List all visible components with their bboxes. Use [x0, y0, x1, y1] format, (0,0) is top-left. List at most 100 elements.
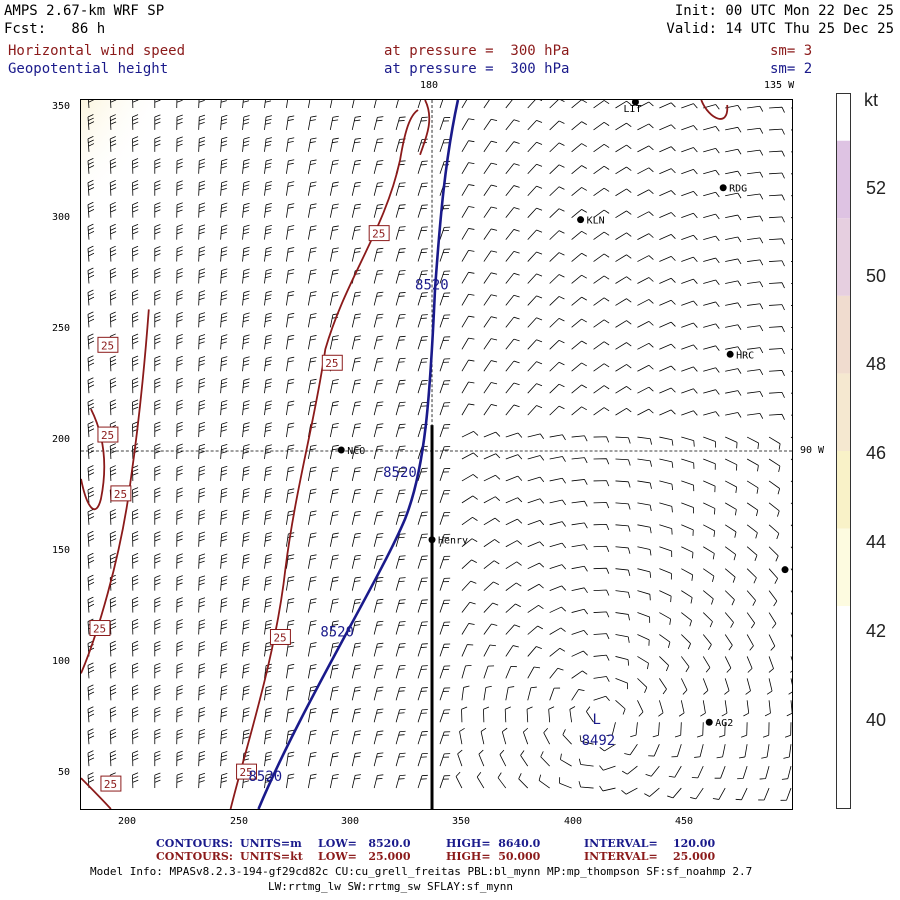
wind-barb	[132, 487, 139, 503]
wind-barb	[154, 619, 161, 635]
wind-barb	[571, 670, 588, 679]
wind-barb	[417, 752, 428, 767]
wind-barb	[747, 303, 764, 310]
wind-barb	[549, 361, 565, 372]
wind-barb	[769, 238, 785, 245]
wind-map: 25 25 25 25 25 25 25 25 25 8520 8520 852…	[80, 99, 793, 810]
wind-barb	[637, 233, 654, 240]
wind-barb	[518, 773, 529, 789]
wind-barb	[395, 401, 406, 416]
wind-barb	[768, 436, 781, 450]
wind-barb	[741, 722, 748, 738]
wind-barb	[725, 126, 742, 133]
wind-barb	[571, 209, 587, 218]
wind-barb	[483, 360, 498, 372]
wind-barb	[109, 640, 117, 657]
wind-barb	[220, 443, 228, 460]
wind-barb	[286, 444, 295, 460]
wind-barb	[198, 378, 206, 394]
wind-barb	[395, 752, 406, 767]
wind-barb	[220, 400, 228, 416]
wind-barb	[549, 606, 567, 613]
wind-barb	[176, 246, 183, 262]
wind-barb	[549, 318, 565, 328]
wind-barb	[351, 116, 362, 131]
wind-barb	[769, 150, 785, 157]
x-tick-400: 400	[564, 816, 583, 827]
wind-barb	[87, 421, 95, 438]
wind-barb	[637, 634, 650, 646]
wind-barb	[505, 454, 523, 460]
contours-m-low: LOW= 8520.0	[318, 837, 411, 850]
wind-barb	[242, 378, 250, 394]
wind-barb	[242, 224, 250, 240]
wind-barb	[659, 102, 676, 109]
field2-level: at pressure = 300 hPa	[384, 61, 570, 77]
wind-barb	[242, 466, 250, 481]
contours-kt-interval: INTERVAL= 25.000	[584, 850, 716, 863]
wind-barb	[264, 619, 272, 635]
wind-barb	[461, 206, 475, 218]
wind-barb	[220, 553, 228, 569]
wind-barb	[786, 700, 792, 717]
wind-barb	[652, 722, 660, 738]
height-label: 8520	[320, 624, 354, 640]
wind-barb	[264, 444, 272, 460]
wind-barb	[461, 228, 475, 240]
model-info-line1: Model Info: MPASv8.2.3-194-gf29cd82c CU:…	[90, 865, 753, 878]
wind-barb	[769, 413, 785, 420]
wind-barb	[132, 202, 139, 218]
wind-barb	[176, 443, 183, 459]
wind-barb	[527, 498, 545, 504]
wind-barb	[703, 235, 720, 242]
wind-barb	[242, 100, 250, 109]
wind-barb	[724, 502, 737, 516]
wind-barb	[659, 190, 676, 197]
wind-barb	[351, 291, 362, 306]
wind-barb	[87, 750, 95, 767]
wind-barb	[242, 115, 250, 130]
wind-barb	[132, 114, 139, 130]
colorbar	[836, 93, 851, 809]
wind-barb	[286, 576, 295, 591]
wind-barb	[132, 618, 139, 635]
wind-barb	[637, 678, 648, 693]
wind-barb	[505, 338, 520, 350]
wind-barb	[307, 510, 317, 525]
wind-barb	[615, 320, 632, 328]
wind-barb	[769, 260, 785, 267]
wind-barb	[703, 279, 720, 286]
svg-text:LIT: LIT	[623, 104, 641, 115]
wind-barb	[307, 598, 317, 613]
wind-barb	[395, 357, 406, 372]
field1-name: Horizontal wind speed	[8, 43, 186, 59]
wind-barb	[439, 511, 451, 525]
wind-barb	[198, 619, 206, 635]
wind-barb	[549, 383, 565, 394]
wind-barb	[198, 663, 206, 679]
svg-text:25: 25	[372, 228, 385, 241]
wind-barb	[637, 277, 654, 284]
field1-smoothing: sm= 3	[770, 43, 813, 59]
contours-kt-label: CONTOURS:	[156, 850, 233, 863]
speed-contour-d	[81, 777, 112, 809]
wind-barb	[109, 223, 117, 240]
wind-barb	[87, 706, 95, 723]
wind-barb	[505, 497, 523, 504]
wind-barb	[569, 706, 576, 723]
wind-barb	[329, 466, 339, 482]
wind-barb	[703, 480, 716, 493]
wind-barb	[505, 316, 520, 328]
wind-barb	[747, 369, 764, 376]
wind-barb	[743, 700, 750, 717]
wind-barb	[483, 228, 498, 240]
wind-barb	[307, 115, 317, 130]
wind-barb	[461, 315, 475, 328]
speed-label: 25	[236, 763, 258, 780]
wind-barb	[615, 100, 632, 109]
wind-barb	[307, 466, 317, 481]
wind-barb	[615, 656, 630, 666]
wind-barb	[109, 509, 117, 525]
wind-barb	[615, 634, 630, 643]
wind-barb	[593, 524, 610, 531]
